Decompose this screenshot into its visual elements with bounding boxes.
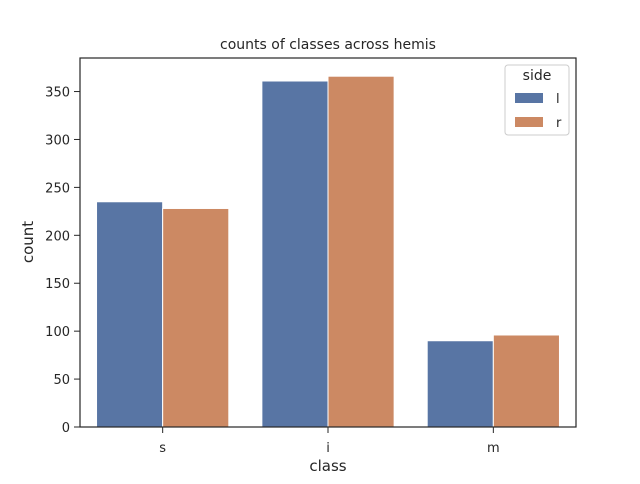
legend-swatch-l	[515, 93, 543, 103]
bar-m-r	[492, 334, 560, 428]
y-tick-label: 300	[45, 133, 70, 148]
x-axis-label: class	[309, 457, 346, 475]
y-tick-label: 50	[53, 373, 70, 388]
x-tick-label: s	[159, 441, 166, 456]
x-tick-label: m	[487, 441, 500, 456]
bar-s-l	[96, 201, 164, 428]
legend-label-r: r	[556, 116, 562, 131]
y-axis-ticks: 0 50 100 150 200 250 300 350	[45, 86, 80, 436]
y-tick-label: 250	[45, 181, 70, 196]
legend-label-l: l	[556, 92, 560, 107]
bar-i-r	[327, 75, 395, 428]
bar-i-l	[261, 80, 329, 428]
y-axis-label: count	[19, 221, 37, 263]
chart-title: counts of classes across hemis	[220, 37, 436, 53]
bars-layer	[96, 75, 560, 428]
axes-frame	[79, 57, 577, 428]
x-tick-label: i	[326, 441, 330, 456]
legend-title: side	[523, 68, 552, 84]
y-tick-label: 100	[45, 325, 70, 340]
legend-swatch-r	[515, 117, 543, 127]
y-tick-label: 0	[62, 421, 70, 436]
y-tick-label: 150	[45, 277, 70, 292]
bar-s-r	[162, 207, 230, 428]
y-tick-label: 350	[45, 86, 70, 101]
y-tick-label: 200	[45, 229, 70, 244]
bar-m-l	[426, 340, 494, 428]
legend: side l r	[504, 64, 570, 136]
